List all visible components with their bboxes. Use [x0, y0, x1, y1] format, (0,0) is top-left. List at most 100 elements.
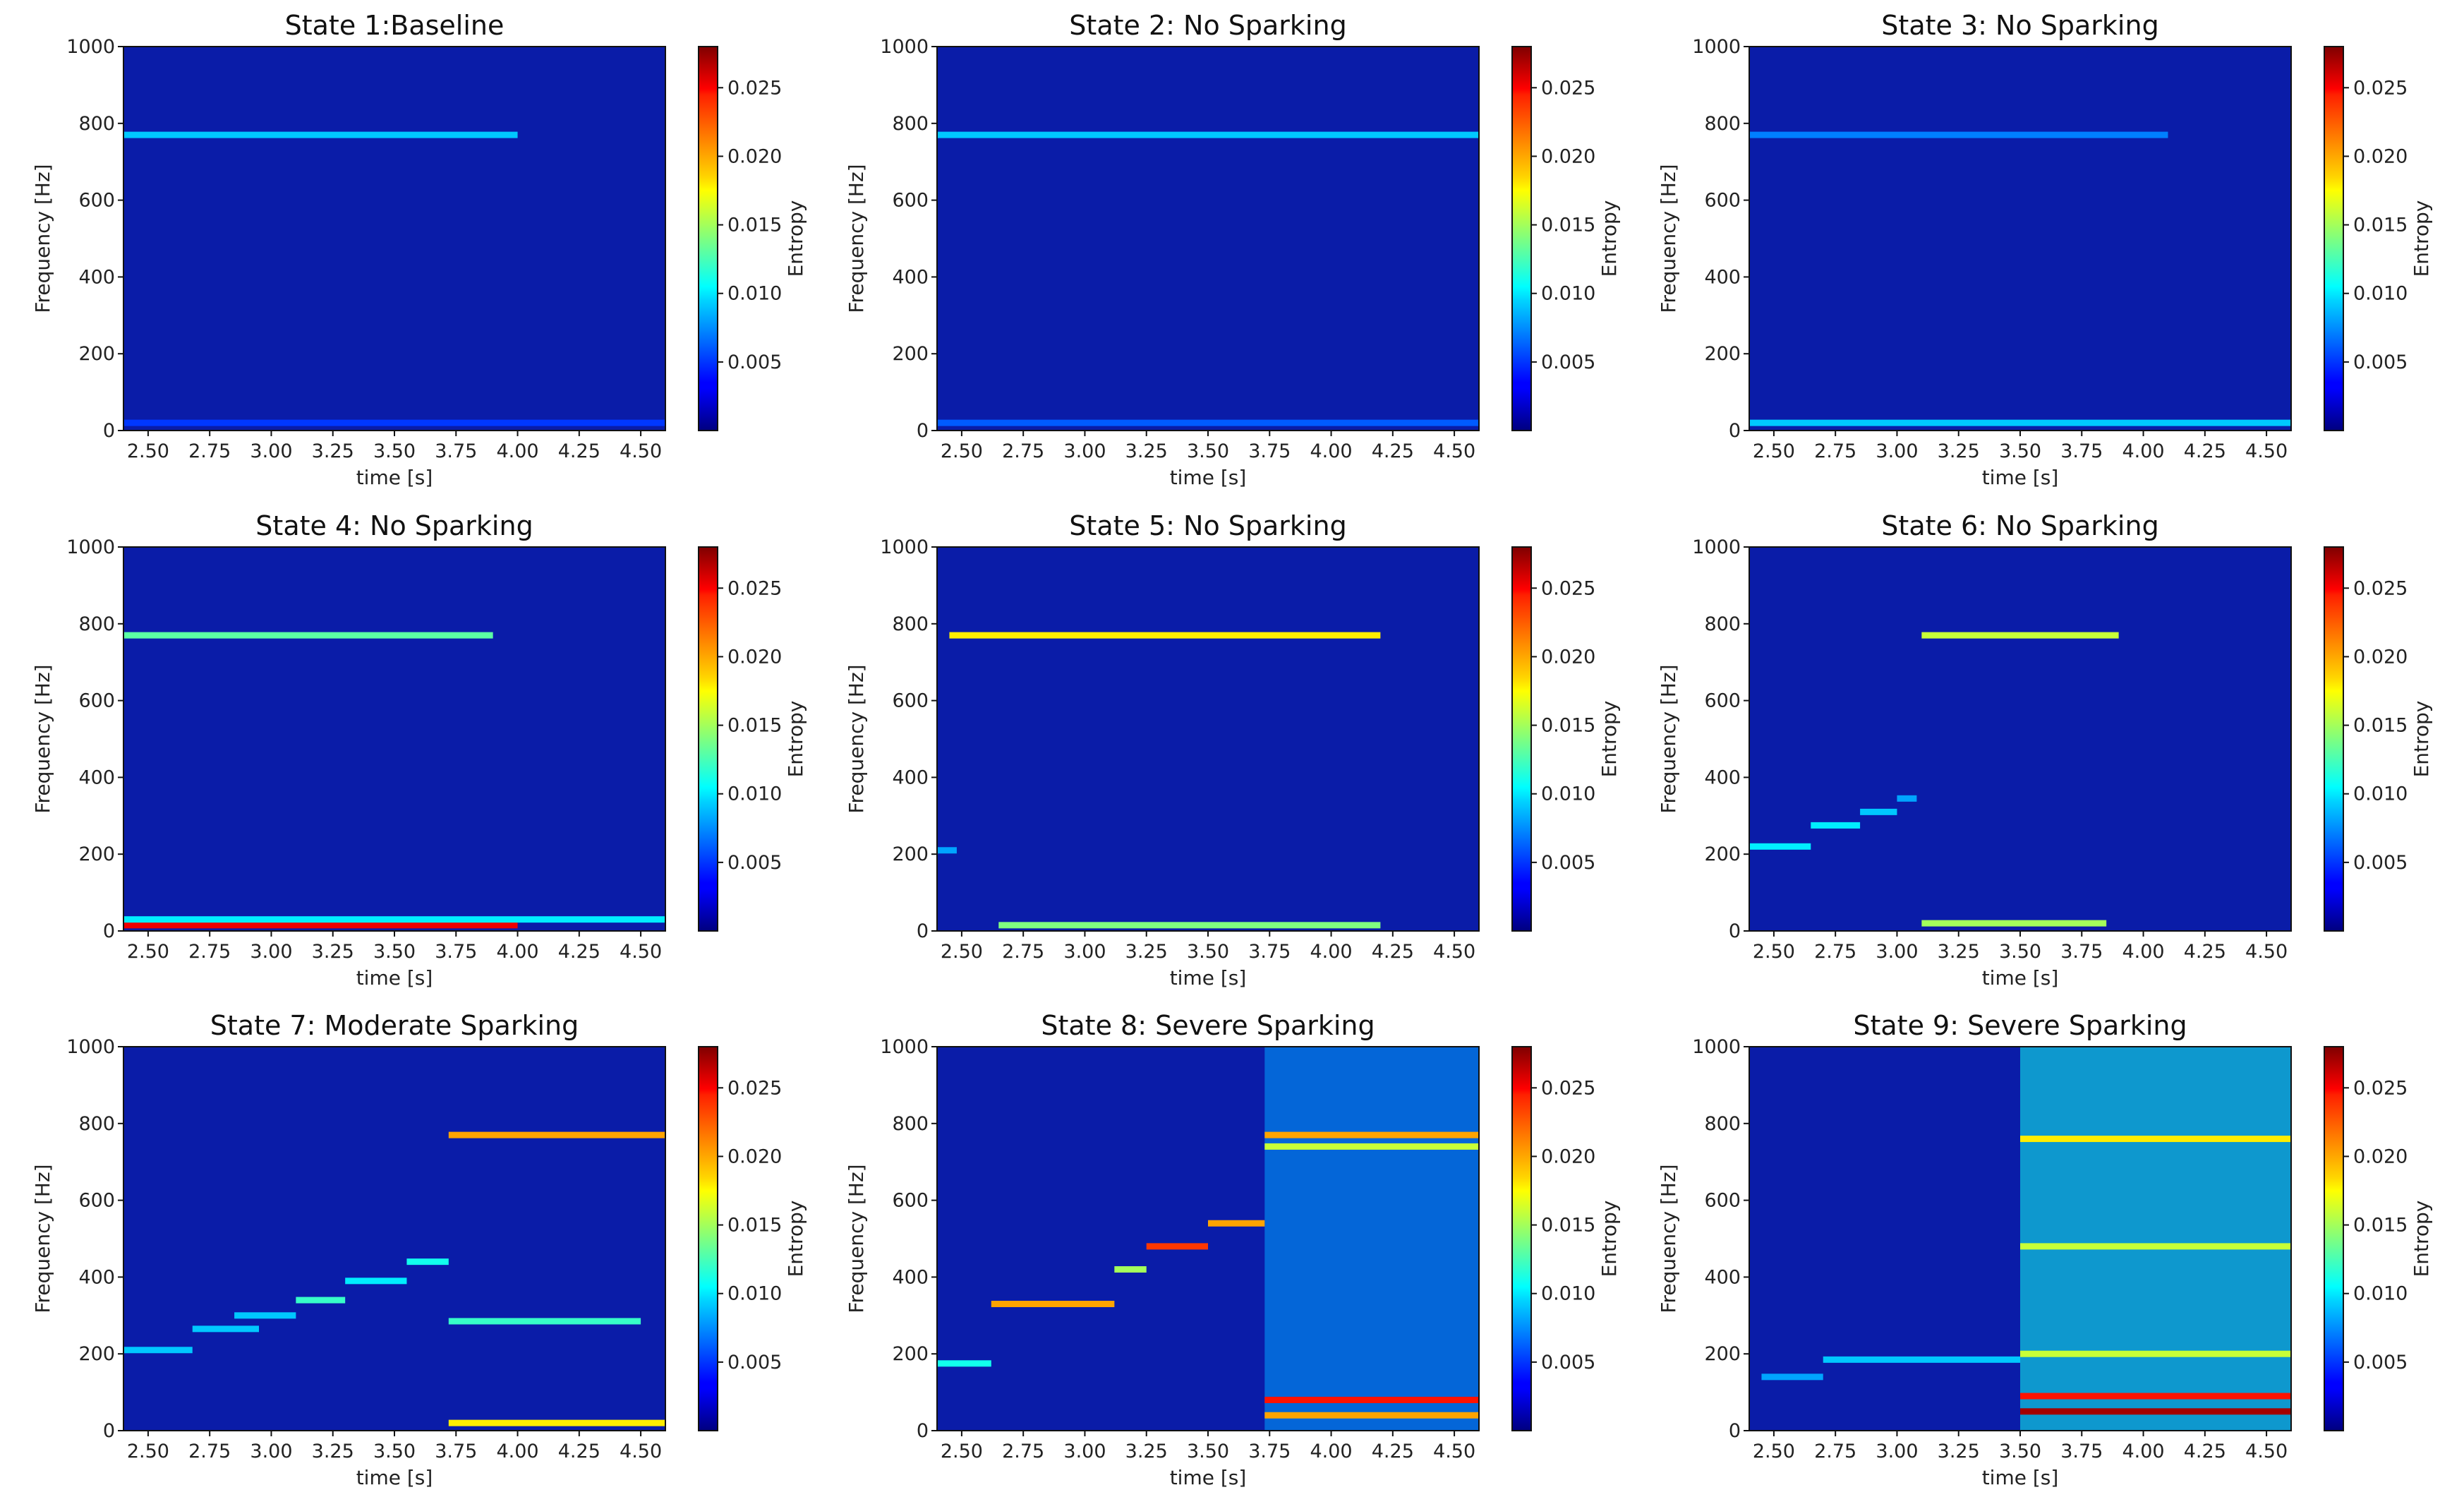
spectrogram-marks [123, 1131, 665, 1426]
colorbar-tick-label: 0.025 [2353, 77, 2408, 99]
entropy-band [123, 632, 493, 639]
colorbar [1511, 1046, 1532, 1431]
colorbar-tick-label: 0.015 [727, 1215, 782, 1237]
y-tick-label: 0 [917, 420, 929, 442]
x-tick-label: 3.50 [373, 440, 416, 462]
colorbar-tick-label: 0.005 [2353, 351, 2408, 373]
x-tick-label: 3.50 [1187, 941, 1229, 963]
y-tick-label: 800 [892, 613, 929, 635]
x-tick-label: 4.50 [620, 440, 662, 462]
x-tick-label: 3.25 [312, 941, 354, 963]
x-tick-label: 2.75 [188, 941, 231, 963]
x-axis-label: time [s] [1170, 466, 1247, 489]
x-tick-label: 4.00 [1310, 440, 1352, 462]
colorbar-tick-label: 0.010 [2353, 283, 2408, 305]
x-tick-label: 3.75 [435, 941, 477, 963]
x-axis-label: time [s] [1982, 466, 2059, 489]
y-tick-label: 0 [1729, 1420, 1741, 1442]
entropy-band [123, 131, 518, 138]
entropy-band [1264, 1412, 1479, 1419]
x-tick-label: 3.75 [435, 1441, 477, 1462]
x-tick-label: 2.50 [1753, 941, 1795, 963]
x-tick-label: 3.75 [1248, 941, 1291, 963]
colorbar-tick-label: 0.010 [1541, 1283, 1595, 1305]
panel-2: State 2: No Sparking 2.50 2.75 3.00 3.25 3.50… [845, 10, 1621, 489]
x-tick-label: 4.25 [2184, 440, 2226, 462]
y-tick-label: 600 [1704, 1190, 1741, 1212]
colorbar-tick-label: 0.015 [1541, 215, 1595, 236]
colorbar-tick-label: 0.010 [727, 783, 782, 805]
entropy-band [123, 922, 518, 929]
y-tick-label: 400 [892, 266, 929, 288]
colorbar-tick-label: 0.025 [1541, 577, 1595, 599]
colorbar-label: Entropy [1598, 701, 1621, 778]
y-tick-label: 200 [892, 843, 929, 865]
colorbar-tick-label: 0.015 [727, 715, 782, 737]
x-axis-label: time [s] [356, 966, 433, 990]
x-tick-label: 4.00 [496, 1441, 538, 1462]
entropy-band [2020, 1350, 2291, 1357]
y-tick-label: 400 [1704, 266, 1741, 288]
colorbar-tick-label: 0.005 [2353, 852, 2408, 874]
spectrogram-marks [1749, 632, 2119, 927]
x-tick-label: 4.25 [558, 941, 600, 963]
entropy-band [123, 419, 665, 426]
x-tick-label: 2.75 [1002, 1441, 1044, 1462]
x-tick-label: 3.75 [1248, 440, 1291, 462]
x-tick-label: 3.25 [1938, 1441, 1980, 1462]
entropy-band [937, 847, 957, 854]
y-tick-label: 0 [1729, 920, 1741, 942]
y-axis-label: Frequency [Hz] [845, 664, 868, 813]
x-tick-label: 2.75 [188, 440, 231, 462]
panel-title: State 7: Moderate Sparking [210, 1010, 579, 1041]
colorbar-tick-label: 0.005 [727, 351, 782, 373]
y-tick-label: 1000 [1692, 1036, 1741, 1058]
colorbar-tick-label: 0.025 [2353, 577, 2408, 599]
entropy-band [345, 1277, 407, 1285]
y-axis-label: Frequency [Hz] [31, 1164, 54, 1313]
colorbar-label: Entropy [1598, 200, 1621, 277]
panel-8: State 8: Severe Sparking 2.50 2.75 3.00 3.25… [845, 1010, 1621, 1489]
colorbar [698, 1046, 718, 1431]
entropy-band [448, 1131, 665, 1138]
x-tick-label: 2.50 [127, 440, 169, 462]
y-axis-label: Frequency [Hz] [845, 164, 868, 313]
x-axis-label: time [s] [1170, 966, 1247, 990]
colorbar-tick-label: 0.010 [2353, 783, 2408, 805]
x-tick-label: 4.00 [1310, 941, 1352, 963]
broadband-region [1264, 1047, 1479, 1431]
panel-5: State 5: No Sparking 2.50 2.75 3.00 3.25 3.50… [845, 510, 1621, 990]
colorbar-label: Entropy [784, 701, 807, 778]
colorbar-tick-label: 0.005 [2353, 1352, 2408, 1373]
spectrogram-background [937, 547, 1479, 931]
colorbar-tick-label: 0.025 [1541, 1077, 1595, 1099]
colorbar-label: Entropy [1598, 1201, 1621, 1277]
colorbar-tick-label: 0.025 [2353, 1077, 2408, 1099]
x-tick-label: 4.25 [558, 440, 600, 462]
x-tick-label: 4.25 [1372, 1441, 1414, 1462]
panel-title: State 6: No Sparking [1881, 510, 2158, 541]
y-tick-label: 200 [1704, 343, 1741, 365]
y-tick-label: 400 [1704, 1266, 1741, 1288]
colorbar-tick-label: 0.025 [1541, 77, 1595, 99]
x-tick-label: 3.00 [1063, 440, 1106, 462]
broadband-region [2020, 1047, 2291, 1431]
x-tick-label: 2.75 [1814, 941, 1856, 963]
panel-title: State 5: No Sparking [1069, 510, 1346, 541]
y-tick-label: 400 [1704, 766, 1741, 788]
x-axis-label: time [s] [356, 466, 433, 489]
entropy-band [1860, 808, 1897, 815]
spectrogram-marks [1749, 131, 2291, 426]
x-tick-label: 3.75 [1248, 1441, 1291, 1462]
x-tick-label: 3.50 [1999, 1441, 2041, 1462]
entropy-band [1921, 920, 2107, 927]
x-tick-label: 3.25 [1938, 941, 1980, 963]
colorbar-tick-label: 0.025 [727, 77, 782, 99]
x-tick-label: 4.50 [620, 941, 662, 963]
panel-7: State 7: Moderate Sparking 2.50 2.75 3.00 3.… [31, 1010, 807, 1489]
x-tick-label: 4.25 [558, 1441, 600, 1462]
x-axis-label: time [s] [1982, 966, 2059, 990]
entropy-band [937, 131, 1479, 138]
x-tick-label: 3.25 [1938, 440, 1980, 462]
